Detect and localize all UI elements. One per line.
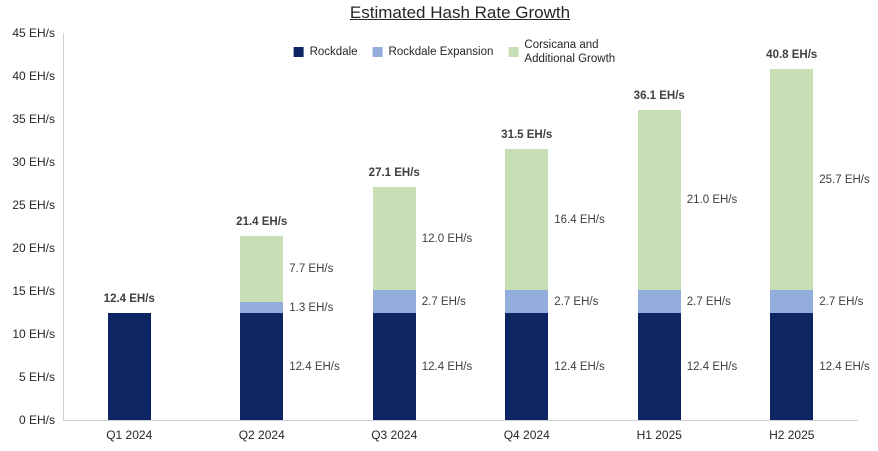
segment-value-label: 12.4 EH/s — [289, 360, 340, 373]
bar-segment-corsicana-and-additional-growth — [372, 186, 416, 291]
y-axis-line — [63, 33, 64, 420]
bar-segment-corsicana-and-additional-growth — [770, 69, 814, 291]
legend-swatch-icon — [293, 47, 304, 58]
segment-value-label: 12.4 EH/s — [421, 360, 473, 373]
legend-item: Corsicana and Additional Growth — [508, 38, 626, 67]
bar-segment-rockdale-expansion — [637, 290, 681, 314]
y-axis-tick-label: 0 EH/s — [18, 413, 55, 427]
bar-segment-corsicana-and-additional-growth — [637, 109, 681, 291]
chart-title: Estimated Hash Rate Growth — [349, 3, 571, 22]
bar-total-label: 12.4 EH/s — [103, 293, 155, 306]
bar-segment-rockdale-expansion — [372, 290, 416, 314]
y-axis-tick-label: 10 EH/s — [12, 327, 55, 341]
bar-segment-corsicana-and-additional-growth — [240, 235, 284, 303]
x-axis-category-label: H1 2025 — [636, 428, 682, 442]
segment-value-label: 2.7 EH/s — [554, 295, 599, 308]
segment-value-label: 1.3 EH/s — [289, 301, 334, 314]
y-axis-tick-label: 45 EH/s — [12, 26, 55, 40]
x-axis-line — [63, 420, 858, 421]
bar-segment-rockdale-expansion — [505, 290, 549, 314]
legend-label: Rockdale — [309, 46, 358, 59]
bar-segment-rockdale — [107, 313, 151, 420]
x-axis-category-label: Q3 2024 — [371, 428, 418, 442]
y-axis-tick-label: 15 EH/s — [12, 284, 55, 298]
bar-segment-rockdale — [240, 313, 284, 420]
bar-segment-rockdale — [770, 313, 814, 420]
legend-label: Corsicana and Additional Growth — [524, 39, 616, 66]
segment-value-label: 12.4 EH/s — [686, 360, 738, 373]
bar-total-label: 36.1 EH/s — [633, 89, 685, 102]
segment-value-label: 2.7 EH/s — [421, 295, 466, 308]
x-axis-category-label: H2 2025 — [769, 428, 815, 442]
segment-value-label: 21.0 EH/s — [686, 193, 738, 206]
legend-item: Rockdale Expansion — [372, 45, 494, 59]
y-axis-tick-label: 20 EH/s — [12, 241, 55, 255]
x-axis-category-label: Q4 2024 — [503, 428, 550, 442]
segment-value-label: 2.7 EH/s — [819, 295, 864, 308]
bar-segment-rockdale-expansion — [770, 290, 814, 314]
bar-segment-rockdale — [372, 313, 416, 420]
bar-total-label: 27.1 EH/s — [368, 166, 420, 179]
bar-segment-rockdale — [505, 313, 549, 420]
y-axis-tick-label: 35 EH/s — [12, 112, 55, 126]
bar-segment-rockdale-expansion — [240, 302, 284, 314]
legend-swatch-icon — [508, 47, 519, 58]
x-axis-category-label: Q2 2024 — [238, 428, 285, 442]
bar-total-label: 21.4 EH/s — [236, 215, 288, 228]
segment-value-label: 2.7 EH/s — [686, 295, 731, 308]
y-axis-tick-label: 5 EH/s — [18, 370, 55, 384]
segment-value-label: 16.4 EH/s — [554, 213, 605, 226]
y-axis-tick-label: 40 EH/s — [12, 69, 55, 83]
bar-segment-rockdale — [637, 313, 681, 420]
segment-value-label: 12.4 EH/s — [819, 360, 870, 373]
x-axis-category-label: Q1 2024 — [106, 428, 153, 442]
y-axis-tick-label: 30 EH/s — [12, 155, 55, 169]
segment-value-label: 25.7 EH/s — [819, 173, 870, 186]
segment-value-label: 12.4 EH/s — [554, 360, 605, 373]
bar-total-label: 31.5 EH/s — [501, 129, 553, 142]
bar-segment-corsicana-and-additional-growth — [505, 149, 549, 291]
legend-item: Rockdale — [293, 45, 358, 59]
segment-value-label: 12.0 EH/s — [421, 232, 473, 245]
bar-total-label: 40.8 EH/s — [766, 49, 818, 62]
segment-value-label: 7.7 EH/s — [289, 263, 334, 276]
chart-legend: Rockdale Rockdale Expansion Corsicana and … — [293, 38, 627, 67]
y-axis-tick-label: 25 EH/s — [12, 198, 55, 212]
legend-label: Rockdale Expansion — [388, 46, 494, 59]
legend-swatch-icon — [372, 47, 383, 58]
